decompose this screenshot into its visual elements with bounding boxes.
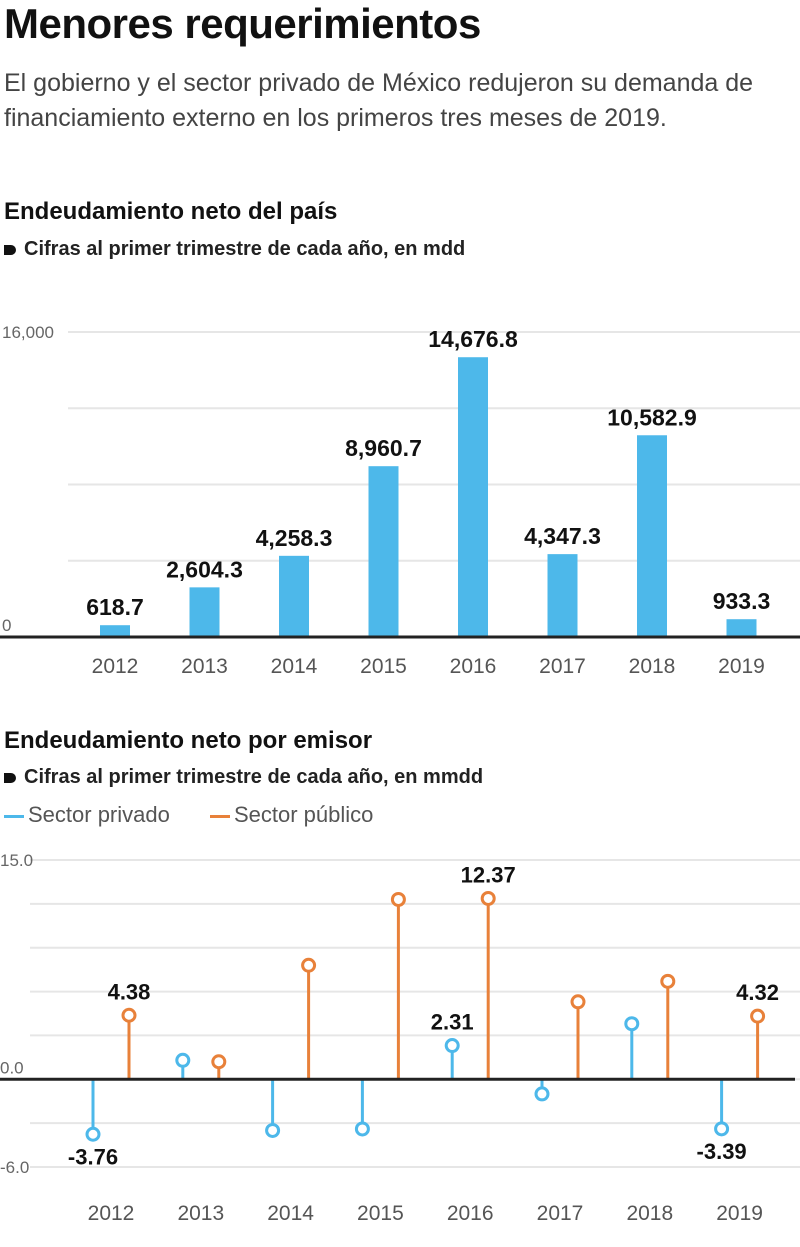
y-tick-label: 15.0 [0,851,33,870]
page-title: Menores requerimientos [4,0,481,47]
x-tick-label: 2014 [267,1202,314,1225]
legend: Sector privado Sector público [4,802,373,828]
bar-2015 [368,466,399,637]
lollipop-chart: 15.0 0.0 -6.0 -3.76 4.38 2012 2013 2014 2015 2.31… [0,851,800,1225]
intro-text: El gobierno y el sector privado de Méxic… [4,69,754,132]
legend-public: Sector público [209,802,374,827]
data-label: 10,582.9 [607,404,697,430]
chart2-subtitle: Cifras al primer trimestre de cada año, … [4,766,483,789]
x-tick-label: 2013 [181,655,228,678]
x-tick-label: 2019 [718,655,765,678]
point-private-2019 [714,1121,730,1137]
x-tick-label: 2012 [88,1202,135,1225]
x-tick-label: 2017 [539,655,586,678]
data-label: 4.32 [736,980,779,1005]
x-tick-label: 2016 [447,1202,494,1225]
data-label: -3.76 [68,1144,118,1169]
y-tick-label: 0 [2,616,11,635]
legend-private: Sector privado [4,802,170,827]
bar-2019 [726,619,757,637]
point-private-2016 [444,1038,460,1054]
point-public-2013 [211,1054,227,1070]
point-private-2012 [85,1126,101,1142]
data-label: 14,676.8 [428,326,518,352]
point-public-2014 [301,957,317,973]
data-label: 2,604.3 [166,556,243,582]
data-label: 8,960.7 [345,435,422,461]
bar-2017 [547,554,578,637]
point-private-2017 [534,1086,550,1102]
x-tick-label: 2018 [626,1202,673,1225]
bar-2018 [637,435,667,637]
x-tick-label: 2016 [450,655,497,678]
bar-2014 [279,555,309,637]
point-private-2014 [265,1122,281,1138]
point-public-2019 [750,1008,766,1024]
data-label: 2.31 [431,1010,474,1035]
chart2-subtitle-text: Cifras al primer trimestre de cada año, … [24,766,484,788]
x-tick-label: 2015 [360,655,407,678]
y-tick-label: -6.0 [0,1158,29,1177]
data-label: -3.39 [697,1139,747,1164]
data-label: 4,258.3 [256,525,333,551]
bar-2013 [189,587,220,637]
chart1-subtitle-text: Cifras al primer trimestre de cada año, … [24,238,466,260]
point-private-2015 [354,1121,370,1137]
x-tick-label: 2013 [177,1202,224,1225]
x-tick-label: 2018 [629,655,676,678]
point-public-2018 [660,973,676,989]
data-label: 4.38 [108,979,151,1004]
chart2-title: Endeudamiento neto por emisor [4,727,373,754]
bar-2016 [458,357,488,637]
legend-public-label: Sector público [233,802,374,827]
data-label: 618.7 [86,594,144,620]
point-public-2015 [390,891,406,907]
legend-private-label: Sector privado [28,802,170,827]
point-public-2012 [121,1007,137,1023]
bar-chart: 16,000 0 618.7 2012 2,604.3 2013 4,258.3 2014 8,… [0,323,800,678]
point-private-2013 [175,1052,191,1068]
point-public-2016 [480,890,496,906]
bullet-icon [4,773,16,783]
bullet-icon [4,245,16,255]
x-tick-label: 2014 [271,655,318,678]
point-private-2018 [624,1016,640,1032]
y-tick-label: 0.0 [0,1058,24,1077]
point-public-2017 [570,994,586,1010]
data-label: 933.3 [713,588,771,614]
x-tick-label: 2012 [92,655,139,678]
y-tick-label: 16,000 [2,323,54,342]
data-label: 12.37 [461,862,516,887]
chart1-subtitle: Cifras al primer trimestre de cada año, … [4,238,465,261]
x-tick-label: 2017 [537,1202,584,1225]
chart1-title: Endeudamiento neto del país [4,198,338,225]
x-tick-label: 2019 [716,1202,763,1225]
x-tick-label: 2015 [357,1202,404,1225]
data-label: 4,347.3 [524,523,601,549]
bar-2012 [100,625,130,637]
